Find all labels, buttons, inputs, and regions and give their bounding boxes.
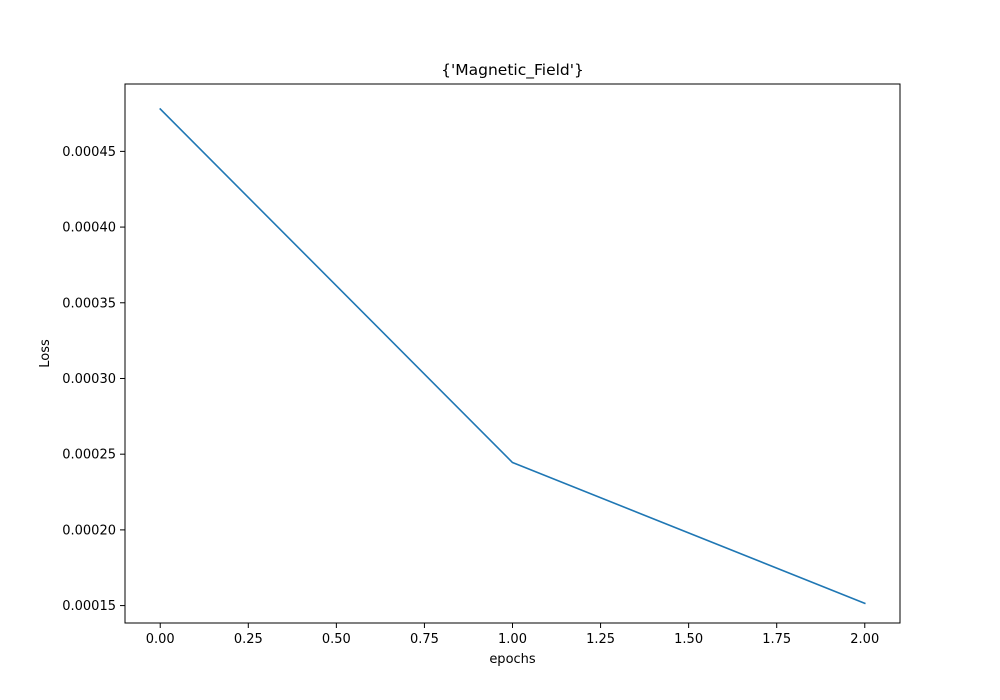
x-tick-label: 1.25 (586, 632, 615, 647)
plot-area-frame (124, 83, 901, 624)
x-tick-label: 2.00 (850, 632, 879, 647)
series-layer (159, 107, 866, 605)
y-tick-label: 0.00040 (62, 221, 116, 236)
y-tick-label: 0.00015 (62, 599, 116, 614)
y-tick-label: 0.00035 (62, 296, 116, 311)
x-tick-label: 0.75 (410, 632, 439, 647)
chart-title: {'Magnetic_Field'} (441, 61, 584, 80)
y-tick-label: 0.00020 (62, 523, 116, 538)
x-tick-label: 1.50 (674, 632, 703, 647)
x-tick-label: 0.25 (234, 632, 263, 647)
y-axis-ticks: 0.00015 0.00020 0.00025 0.00030 0.00035 0.000… (62, 145, 125, 614)
x-tick-label: 1.00 (498, 632, 527, 647)
loss-series-line (159, 107, 866, 605)
x-tick-label: 0.50 (322, 632, 351, 647)
x-tick-label: 1.75 (762, 632, 791, 647)
x-tick-label: 0.00 (146, 632, 175, 647)
y-tick-label: 0.00030 (62, 372, 116, 387)
x-axis-ticks: 0.00 0.25 0.50 0.75 1.00 1.25 1.50 1.75 2.00 (146, 623, 879, 647)
y-tick-label: 0.00025 (62, 448, 116, 463)
x-axis-title: epochs (489, 652, 536, 667)
y-tick-label: 0.00045 (62, 145, 116, 160)
y-axis-title: Loss (38, 339, 53, 368)
